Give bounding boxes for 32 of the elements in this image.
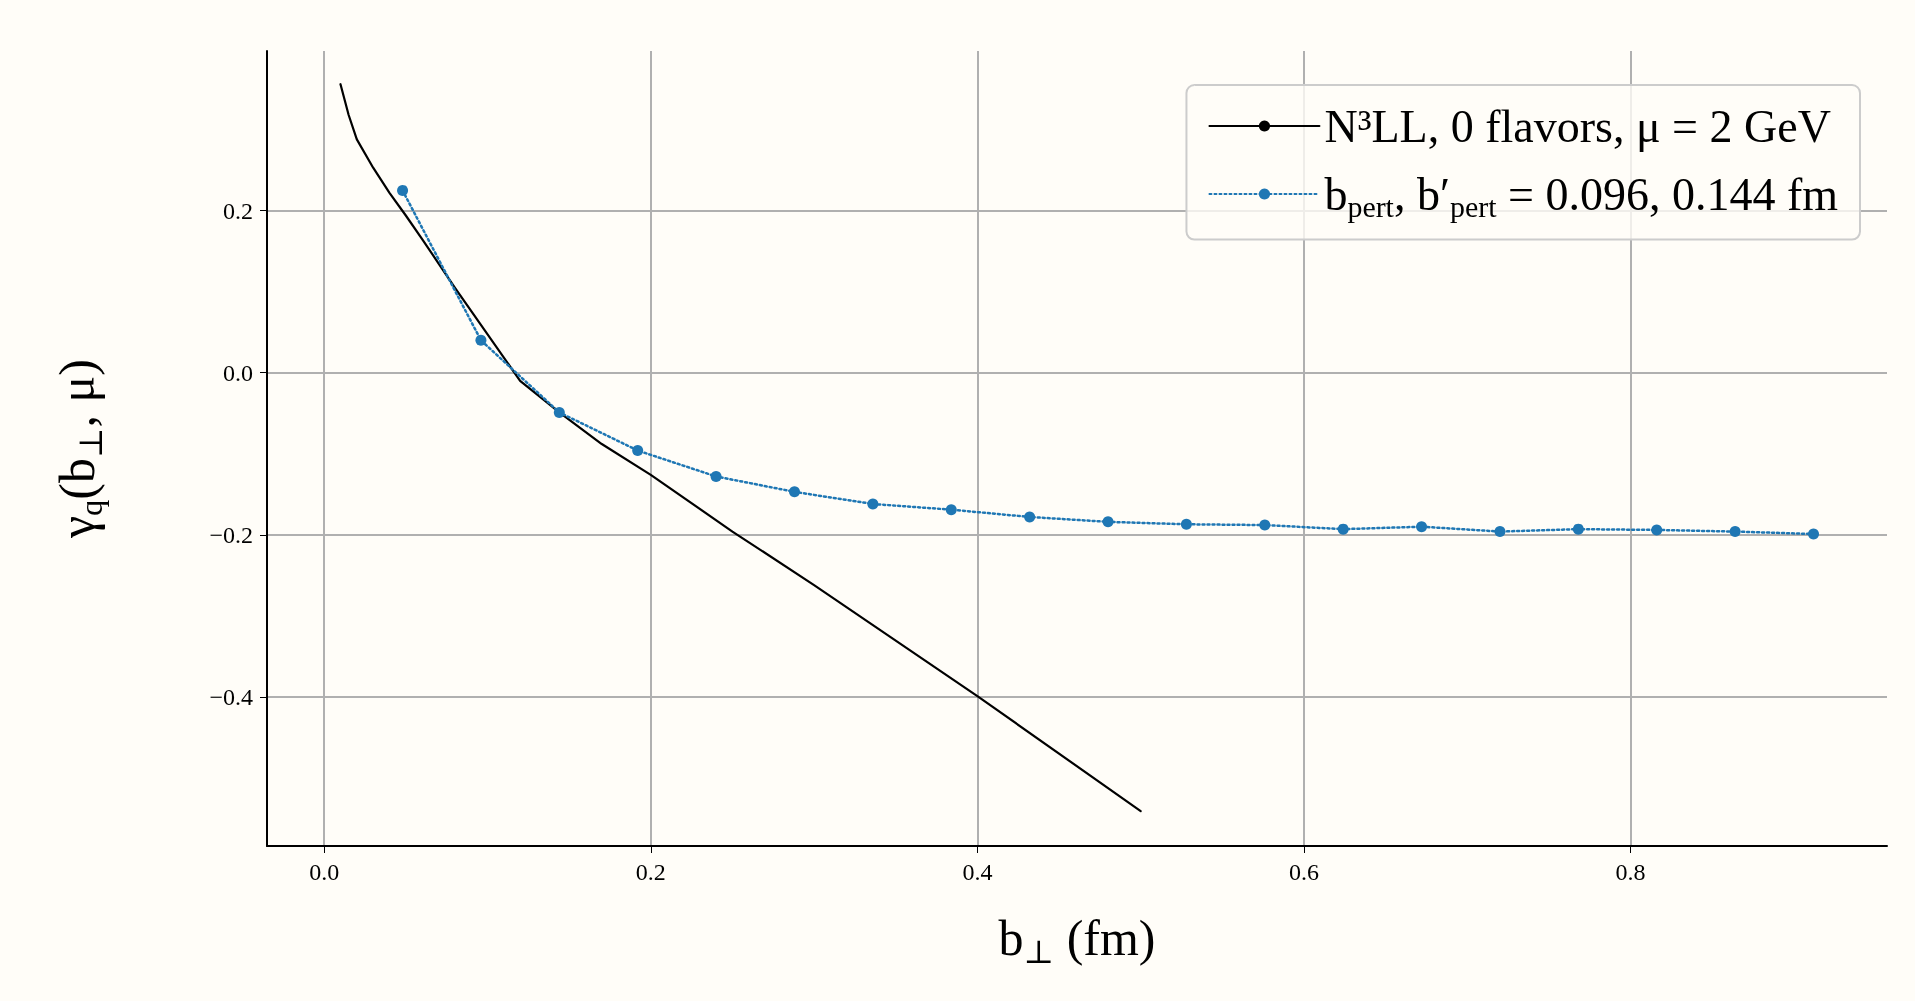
point bbox=[1651, 524, 1663, 536]
x-tick-label: 0.4 bbox=[962, 859, 993, 885]
point bbox=[1729, 526, 1741, 538]
y-tick-label: −0.2 bbox=[209, 521, 253, 548]
point bbox=[1416, 521, 1428, 533]
point bbox=[945, 504, 957, 516]
line-series bbox=[339, 83, 1142, 813]
point bbox=[1180, 518, 1192, 530]
point bbox=[788, 486, 800, 498]
point bbox=[632, 445, 644, 457]
point bbox=[1102, 516, 1114, 528]
y-tick-label: 0.0 bbox=[223, 359, 253, 386]
y-axis-title: γq(b⊥, μ) bbox=[49, 358, 109, 540]
point bbox=[475, 334, 487, 346]
point bbox=[710, 470, 722, 482]
x-tick-label: 0.6 bbox=[1289, 859, 1319, 885]
point bbox=[867, 498, 879, 510]
y-tick-label: 0.2 bbox=[223, 197, 253, 224]
legend-label: N³LL, 0 flavors, μ = 2 GeV bbox=[1324, 100, 1831, 152]
point bbox=[397, 184, 409, 196]
point bbox=[1808, 528, 1820, 540]
y-tick-label: −0.4 bbox=[209, 683, 253, 710]
point bbox=[1337, 523, 1349, 535]
point bbox=[1259, 519, 1271, 531]
x-tick-label: 0.0 bbox=[309, 859, 340, 885]
point bbox=[1494, 526, 1506, 538]
point bbox=[1024, 511, 1036, 523]
point bbox=[553, 406, 565, 418]
x-tick-label: 0.8 bbox=[1615, 859, 1646, 885]
point bbox=[1572, 523, 1584, 535]
x-tick-label: 0.2 bbox=[635, 859, 666, 885]
x-axis-title: b⊥ (fm) bbox=[998, 910, 1156, 970]
